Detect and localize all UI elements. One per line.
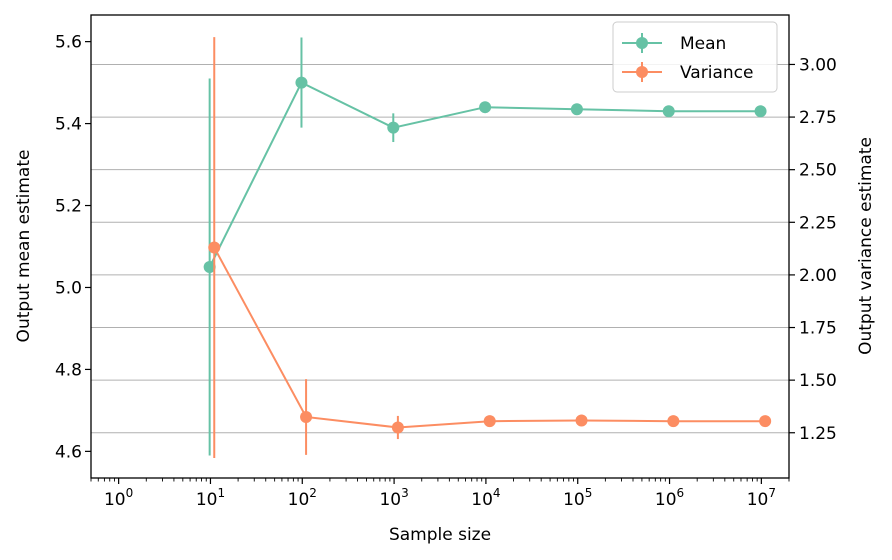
x-tick-base: 10 [655, 490, 677, 510]
y-right-tick-label: 3.00 [799, 55, 837, 75]
y-left-tick-label: 5.6 [55, 33, 82, 53]
x-tick-exponent: 6 [677, 486, 685, 500]
y-right-tick-label: 2.25 [799, 213, 837, 233]
data-point [483, 415, 496, 428]
y-right-tick-label: 2.75 [799, 108, 837, 128]
plot-frame [90, 14, 790, 479]
series-layer [203, 37, 772, 459]
x-tick-exponent: 5 [585, 486, 593, 500]
x-tick-base: 10 [379, 490, 401, 510]
x-tick-base: 10 [288, 490, 310, 510]
x-tick-label: 101 [196, 486, 225, 510]
grid-layer [91, 63, 789, 434]
legend-box [612, 21, 778, 93]
y-axis-right: 1.25 1.50 1.75 2.00 2.25 2.50 2.75 3.00 [789, 55, 837, 444]
x-tick-exponent: 0 [126, 486, 134, 500]
x-tick-base: 10 [471, 490, 493, 510]
x-tick-exponent: 2 [309, 486, 317, 500]
data-point [575, 414, 588, 427]
data-point [391, 421, 404, 434]
x-tick-exponent: 4 [493, 486, 501, 500]
legend-marker-mean [636, 37, 648, 49]
data-point [479, 101, 492, 114]
y-right-tick-label: 1.25 [799, 424, 837, 444]
legend-label-variance: Variance [680, 63, 753, 83]
y-right-tick-label: 2.00 [799, 266, 837, 286]
data-point [667, 415, 680, 428]
x-tick-label: 107 [747, 486, 776, 510]
data-point [208, 241, 221, 254]
y-left-tick-label: 5.2 [55, 197, 82, 217]
y-axis-left: 4.6 4.8 5.0 5.2 5.4 5.6 [55, 33, 91, 462]
y-axis-left-label: Output mean estimate [14, 150, 34, 343]
y-left-tick-label: 4.8 [55, 360, 82, 380]
y-left-tick-label: 4.6 [55, 442, 82, 462]
data-point [203, 260, 216, 273]
x-tick-label: 104 [471, 486, 500, 510]
legend-entry-mean: Mean [622, 33, 726, 54]
x-tick-exponent: 3 [401, 486, 409, 500]
y-right-tick-label: 1.50 [799, 371, 837, 391]
data-point [570, 103, 583, 116]
data-point [759, 415, 772, 428]
y-axis-right-label: Output variance estimate [856, 137, 876, 355]
x-axis: 100 101 102 103 104 105 106 107 [90, 478, 790, 510]
legend-marker-variance [636, 66, 648, 78]
y-left-tick-label: 5.4 [55, 115, 82, 135]
x-tick-label: 102 [288, 486, 317, 510]
y-right-tick-label: 2.50 [799, 161, 837, 181]
series-mean [203, 37, 767, 456]
data-point [387, 121, 400, 134]
data-point [754, 105, 767, 118]
x-tick-exponent: 1 [217, 486, 225, 500]
legend: Mean Variance [612, 21, 778, 93]
legend-label-mean: Mean [680, 34, 726, 54]
y-right-tick-label: 1.75 [799, 319, 837, 339]
x-axis-label: Sample size [389, 525, 491, 545]
x-tick-label: 103 [379, 486, 408, 510]
data-point [300, 410, 313, 423]
data-point [662, 105, 675, 118]
x-tick-label: 106 [655, 486, 684, 510]
data-point [295, 76, 308, 89]
x-tick-label: 105 [563, 486, 592, 510]
x-tick-label: 100 [104, 486, 133, 510]
series-variance [208, 37, 772, 459]
x-tick-base: 10 [747, 490, 769, 510]
y-left-tick-label: 5.0 [55, 278, 82, 298]
x-tick-base: 10 [104, 490, 126, 510]
x-tick-base: 10 [563, 490, 585, 510]
legend-entry-variance: Variance [622, 62, 753, 83]
x-tick-exponent: 7 [768, 486, 776, 500]
x-tick-base: 10 [196, 490, 218, 510]
